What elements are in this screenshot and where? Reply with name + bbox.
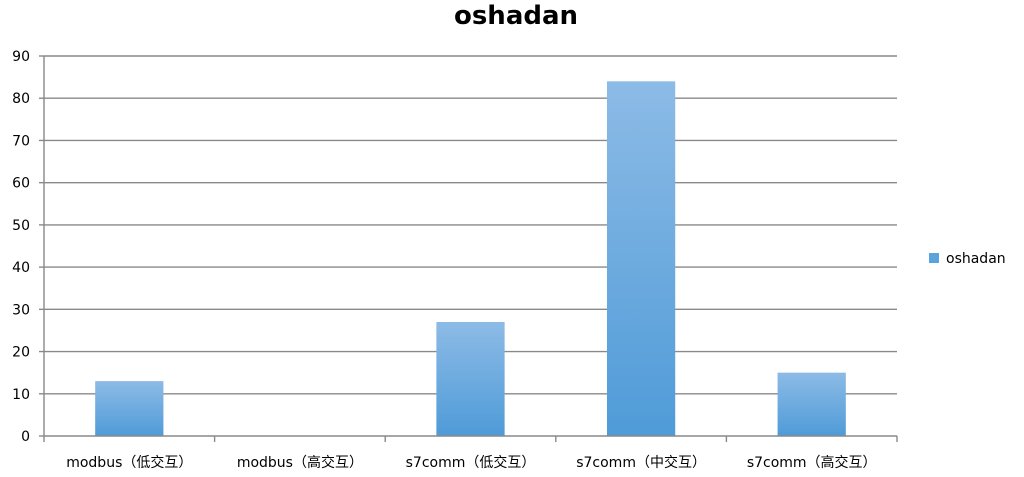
y-tick-label: 90	[12, 49, 30, 65]
x-category-label: modbus（高交互）	[237, 454, 363, 471]
y-tick-label: 60	[12, 176, 30, 192]
y-tick-label: 40	[12, 260, 30, 276]
chart-title: oshadan	[454, 1, 578, 31]
bar	[95, 381, 164, 436]
y-tick-label: 0	[21, 429, 30, 445]
y-tick-label: 30	[12, 302, 30, 318]
axes	[43, 56, 897, 437]
x-category-label: s7comm（高交互）	[747, 454, 877, 471]
y-tick-label: 10	[12, 387, 30, 403]
y-axis-ticks: 0 10 20 30 40 50 60 70 80 90	[12, 49, 44, 445]
legend: oshadan	[929, 251, 1006, 267]
bars	[95, 81, 846, 436]
bar	[777, 372, 846, 436]
legend-swatch	[929, 253, 939, 263]
bar	[436, 322, 505, 436]
y-tick-label: 20	[12, 345, 30, 361]
x-axis-ticks: modbus（低交互） modbus（高交互） s7comm（低交互） s7comm（…	[43, 436, 898, 471]
legend-label: oshadan	[946, 251, 1006, 267]
x-category-label: modbus（低交互）	[66, 454, 192, 471]
y-tick-label: 50	[12, 218, 30, 234]
y-tick-label: 80	[12, 91, 30, 107]
x-category-label: s7comm（中交互）	[576, 454, 706, 471]
bar	[606, 81, 676, 436]
y-tick-label: 70	[12, 133, 30, 149]
x-category-label: s7comm（低交互）	[406, 454, 536, 471]
gridlines	[44, 55, 897, 395]
